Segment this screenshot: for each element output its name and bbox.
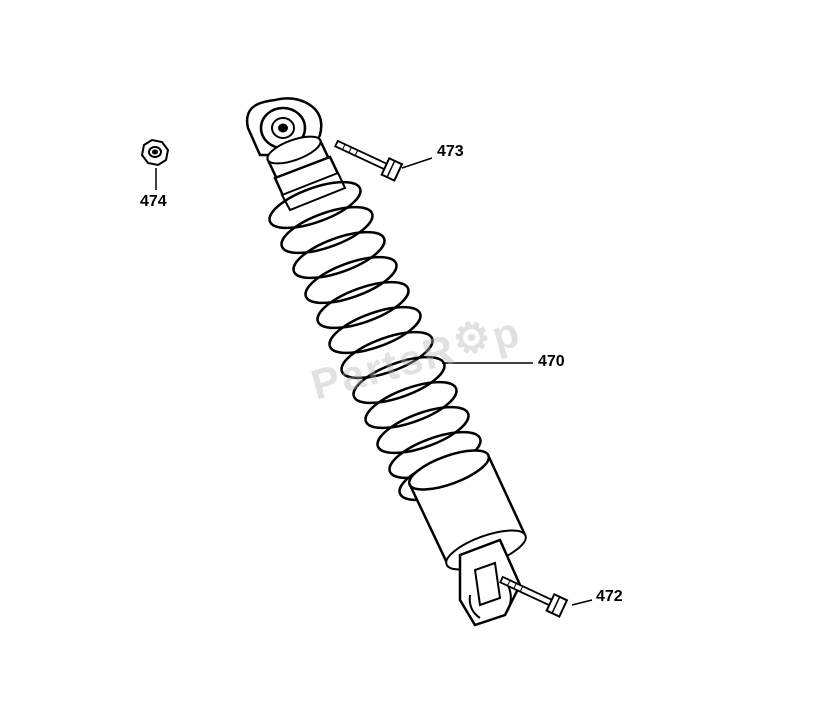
label-474: 474 (140, 193, 167, 211)
bolt-473 (333, 135, 402, 180)
label-472: 472 (596, 588, 623, 606)
label-470: 470 (538, 353, 565, 371)
leader-473 (402, 158, 432, 168)
diagram-svg (0, 0, 832, 715)
parts-diagram: 474 473 470 472 PartsR⚙p (0, 0, 832, 715)
leader-472 (572, 600, 592, 605)
nut-474 (142, 140, 168, 165)
label-473: 473 (437, 143, 464, 161)
